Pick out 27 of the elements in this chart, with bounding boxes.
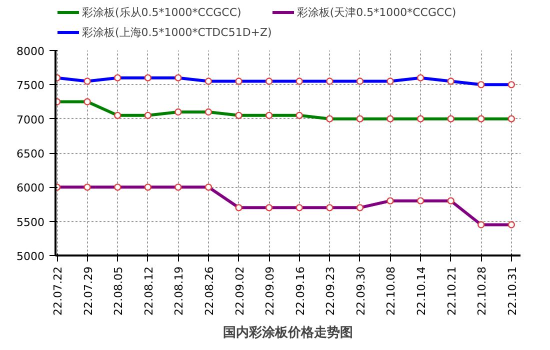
y-tick-label: 6500 bbox=[16, 148, 45, 160]
x-tick-label: 22.08.26 bbox=[202, 266, 216, 316]
y-tick-label: 5500 bbox=[16, 216, 45, 229]
x-tick-label: 22.10.14 bbox=[415, 266, 428, 316]
x-tick-label: 22.10.28 bbox=[476, 266, 489, 316]
legend-label: 彩涂板(天津0.5*1000*CCGCC) bbox=[296, 4, 456, 20]
x-tick-label: 22.10.31 bbox=[506, 266, 519, 316]
legend-label: 彩涂板(上海0.5*1000*CTDC51D+Z) bbox=[82, 24, 272, 40]
x-tick-label: 22.09.16 bbox=[294, 266, 307, 316]
y-tick-label: 7000 bbox=[16, 113, 45, 126]
y-tick-label: 7500 bbox=[16, 79, 45, 92]
x-tick-label: 22.09.23 bbox=[324, 266, 338, 316]
x-tick-label: 22.08.05 bbox=[112, 266, 126, 316]
x-tick-label: 22.09.02 bbox=[233, 266, 246, 316]
text: 国内彩涂板价格走势图 bbox=[223, 324, 353, 340]
y-tick-label: 8000 bbox=[16, 45, 45, 58]
x-tick-label: 22.07.22 bbox=[52, 266, 65, 316]
x-tick-label: 22.07.29 bbox=[82, 266, 95, 316]
x-tick-label: 22.10.08 bbox=[384, 266, 398, 316]
y-tick-label: 6000 bbox=[16, 182, 45, 195]
y-tick-label: 5000 bbox=[16, 250, 45, 263]
legend-label: 彩涂板(乐从0.5*1000*CCGCC) bbox=[82, 4, 242, 20]
x-tick-label: 22.08.12 bbox=[142, 266, 156, 316]
x-tick-label: 22.10.21 bbox=[445, 266, 458, 316]
x-tick-label: 22.08.19 bbox=[172, 266, 186, 316]
x-tick-label: 22.09.30 bbox=[354, 266, 368, 316]
x-tick-label: 22.09.09 bbox=[264, 266, 277, 316]
